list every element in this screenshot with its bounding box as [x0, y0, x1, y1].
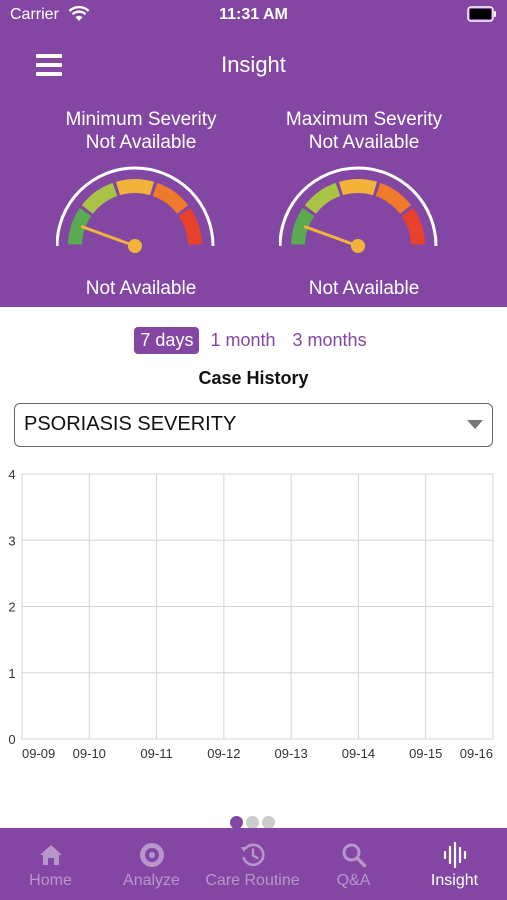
gauge-outer-arc — [56, 166, 215, 247]
y-tick-label: 0 — [8, 732, 15, 747]
range-tabs: 7 days 1 month 3 months — [0, 327, 507, 355]
x-tick-label: 09-09 — [22, 746, 55, 761]
waveform-icon — [443, 841, 466, 869]
tab-label: Care Routine — [205, 872, 300, 889]
case-history-chart: 0 1 2 3 4 09-09 09-10 09-11 09-12 09-13 09-14 09-15… — [8, 467, 494, 761]
battery-icon — [467, 6, 496, 22]
gauge-segment — [338, 179, 378, 196]
y-tick-label: 3 — [8, 533, 15, 548]
gauge-hub — [128, 239, 142, 253]
tab-care-routine[interactable]: Care Routine — [202, 828, 303, 900]
gauge-segment — [115, 179, 155, 196]
gauge-segment — [291, 208, 315, 245]
search-icon — [342, 843, 366, 868]
gauge-segment — [81, 182, 118, 214]
gauge-subtitle: Not Available — [85, 132, 197, 153]
menu-icon[interactable] — [36, 54, 62, 76]
gauge-segment — [152, 182, 189, 214]
tab-home[interactable]: Home — [0, 828, 101, 900]
x-tick-label: 09-16 — [460, 746, 493, 761]
tab-bar: Home Analyze Care Routine Q&A — [0, 828, 507, 900]
gauge-value-label: Not Available — [308, 278, 420, 299]
gauge-segment — [401, 208, 425, 245]
tab-label: Insight — [430, 872, 479, 889]
x-tick-label: 09-11 — [140, 746, 172, 761]
x-tick-label: 09-13 — [275, 746, 308, 761]
page-dot[interactable] — [262, 816, 275, 829]
gauge-subtitle: Not Available — [308, 132, 420, 153]
page-indicator[interactable] — [230, 816, 280, 830]
tab-label: Q&A — [336, 872, 371, 889]
gauge-title: Minimum Severity — [65, 109, 217, 130]
page-title: Insight — [221, 52, 286, 77]
gauge-segment — [68, 208, 92, 245]
tab-7-days[interactable]: 7 days — [134, 327, 200, 354]
gauge-dial — [279, 166, 438, 253]
x-tick-label: 09-15 — [409, 746, 442, 761]
tab-insight[interactable]: Insight — [404, 828, 505, 900]
status-time: 11:31 AM — [219, 6, 288, 23]
analyze-icon — [139, 843, 164, 867]
tab-3-months[interactable]: 3 months — [292, 330, 367, 350]
gauge-segment — [304, 182, 341, 214]
chevron-down-icon — [467, 420, 483, 429]
gauge-needle — [80, 225, 137, 248]
tab-label: Analyze — [123, 872, 180, 889]
x-tick-label: 09-10 — [73, 746, 106, 761]
dropdown-value: PSORIASIS SEVERITY — [24, 413, 237, 435]
case-history-title: Case History — [198, 368, 309, 388]
home-icon — [39, 845, 62, 865]
gauge-title: Maximum Severity — [285, 109, 443, 130]
gauge-segment — [375, 182, 412, 214]
tab-1-month[interactable]: 1 month — [210, 330, 276, 350]
maximum-severity-gauge: Maximum Severity Not Available Not Avail… — [254, 108, 474, 300]
gauge-dial — [56, 166, 215, 253]
page-dot[interactable] — [246, 816, 259, 829]
x-tick-label: 09-14 — [342, 746, 375, 761]
wifi-icon — [68, 5, 90, 21]
history-icon — [240, 843, 265, 867]
tab-analyze[interactable]: Analyze — [101, 828, 202, 900]
tab-qa[interactable]: Q&A — [303, 828, 404, 900]
y-tick-label: 1 — [8, 666, 15, 681]
condition-dropdown[interactable]: PSORIASIS SEVERITY — [14, 403, 493, 447]
gauge-value-label: Not Available — [85, 278, 197, 299]
carrier-label: Carrier — [10, 6, 59, 23]
gauge-hub — [351, 239, 365, 253]
y-tick-label: 2 — [8, 600, 15, 615]
x-tick-label: 09-12 — [207, 746, 240, 761]
gauge-segment — [178, 208, 202, 245]
status-bar: Carrier 11:31 AM — [0, 0, 507, 32]
y-tick-label: 4 — [8, 467, 15, 482]
tab-label: Home — [29, 872, 72, 889]
gauge-needle — [303, 225, 360, 248]
minimum-severity-gauge: Minimum Severity Not Available Not Avail… — [31, 108, 251, 300]
page-dot[interactable] — [230, 816, 243, 829]
header: Carrier 11:31 AM Insight Minimum Severit… — [0, 0, 507, 307]
gauge-outer-arc — [279, 166, 438, 247]
